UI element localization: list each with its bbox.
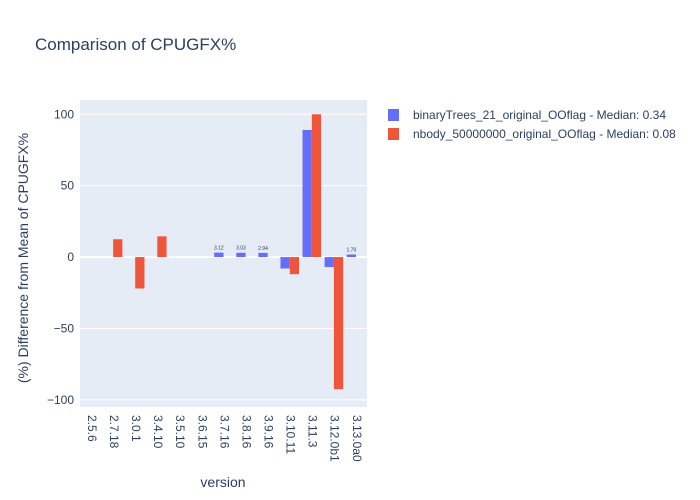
y-tick-label: 0: [67, 250, 74, 264]
x-tick-label: 3.6.15: [195, 415, 209, 449]
y-tick-label: 50: [61, 179, 75, 193]
x-tick-label: 3.7.16: [217, 415, 231, 449]
legend-item-label[interactable]: binaryTrees_21_original_OOflag - Median:…: [413, 108, 666, 122]
bar[interactable]: [135, 257, 145, 289]
x-axis-title: version: [200, 474, 245, 490]
bar[interactable]: [157, 236, 167, 258]
bar[interactable]: [214, 252, 224, 258]
x-tick-label: 2.5.6: [85, 415, 99, 442]
legend[interactable]: binaryTrees_21_original_OOflag - Median:…: [388, 108, 676, 141]
x-tick-label: 3.4.10: [151, 415, 165, 449]
bar-value-label: 3.12: [214, 246, 224, 252]
bar[interactable]: [280, 257, 290, 269]
bar[interactable]: [311, 114, 322, 258]
x-tick-label: 3.0.1: [129, 415, 143, 442]
x-tick-label: 3.9.16: [261, 415, 275, 449]
bar[interactable]: [333, 257, 344, 390]
bars: [113, 114, 356, 390]
x-tick-label: 2.7.18: [107, 415, 121, 449]
legend-item-label[interactable]: nbody_50000000_original_OOflag - Median:…: [413, 127, 676, 141]
bar[interactable]: [258, 252, 268, 258]
bar[interactable]: [113, 239, 123, 258]
y-tick-label: 100: [54, 107, 74, 121]
y-ticks: 100 50 0 −50 −100: [47, 107, 74, 407]
bar[interactable]: [302, 129, 312, 258]
legend-swatch[interactable]: [388, 128, 399, 140]
x-ticks: 2.5.6 2.7.18 3.0.1 3.4.10 3.5.10 3.6.15 3.7.16…: [85, 415, 364, 462]
x-tick-label: 3.13.0a0: [350, 415, 364, 462]
bar-value-label: 3.03: [236, 246, 246, 252]
y-tick-label: −100: [47, 393, 74, 407]
x-tick-label: 3.5.10: [173, 415, 187, 449]
bar[interactable]: [324, 257, 334, 268]
x-tick-label: 3.12.0b1: [328, 415, 342, 462]
bar-value-label: 2.94: [258, 246, 268, 252]
bar[interactable]: [289, 257, 300, 275]
bar[interactable]: [346, 254, 356, 258]
x-tick-label: 3.10.11: [284, 415, 298, 454]
bar-value-label: 1.79: [346, 248, 356, 254]
x-tick-label: 3.11.3: [306, 415, 320, 448]
bar[interactable]: [236, 252, 246, 258]
y-axis-title: (%) Difference from Mean of CPUGFX%: [15, 133, 31, 383]
bar-labels: 3.12 3.03 2.94 1.79: [214, 246, 356, 254]
y-tick-label: −50: [54, 321, 75, 335]
legend-swatch[interactable]: [388, 109, 399, 121]
x-tick-label: 3.8.16: [239, 415, 253, 449]
chart-title: Comparison of CPUGFX%: [35, 35, 236, 54]
